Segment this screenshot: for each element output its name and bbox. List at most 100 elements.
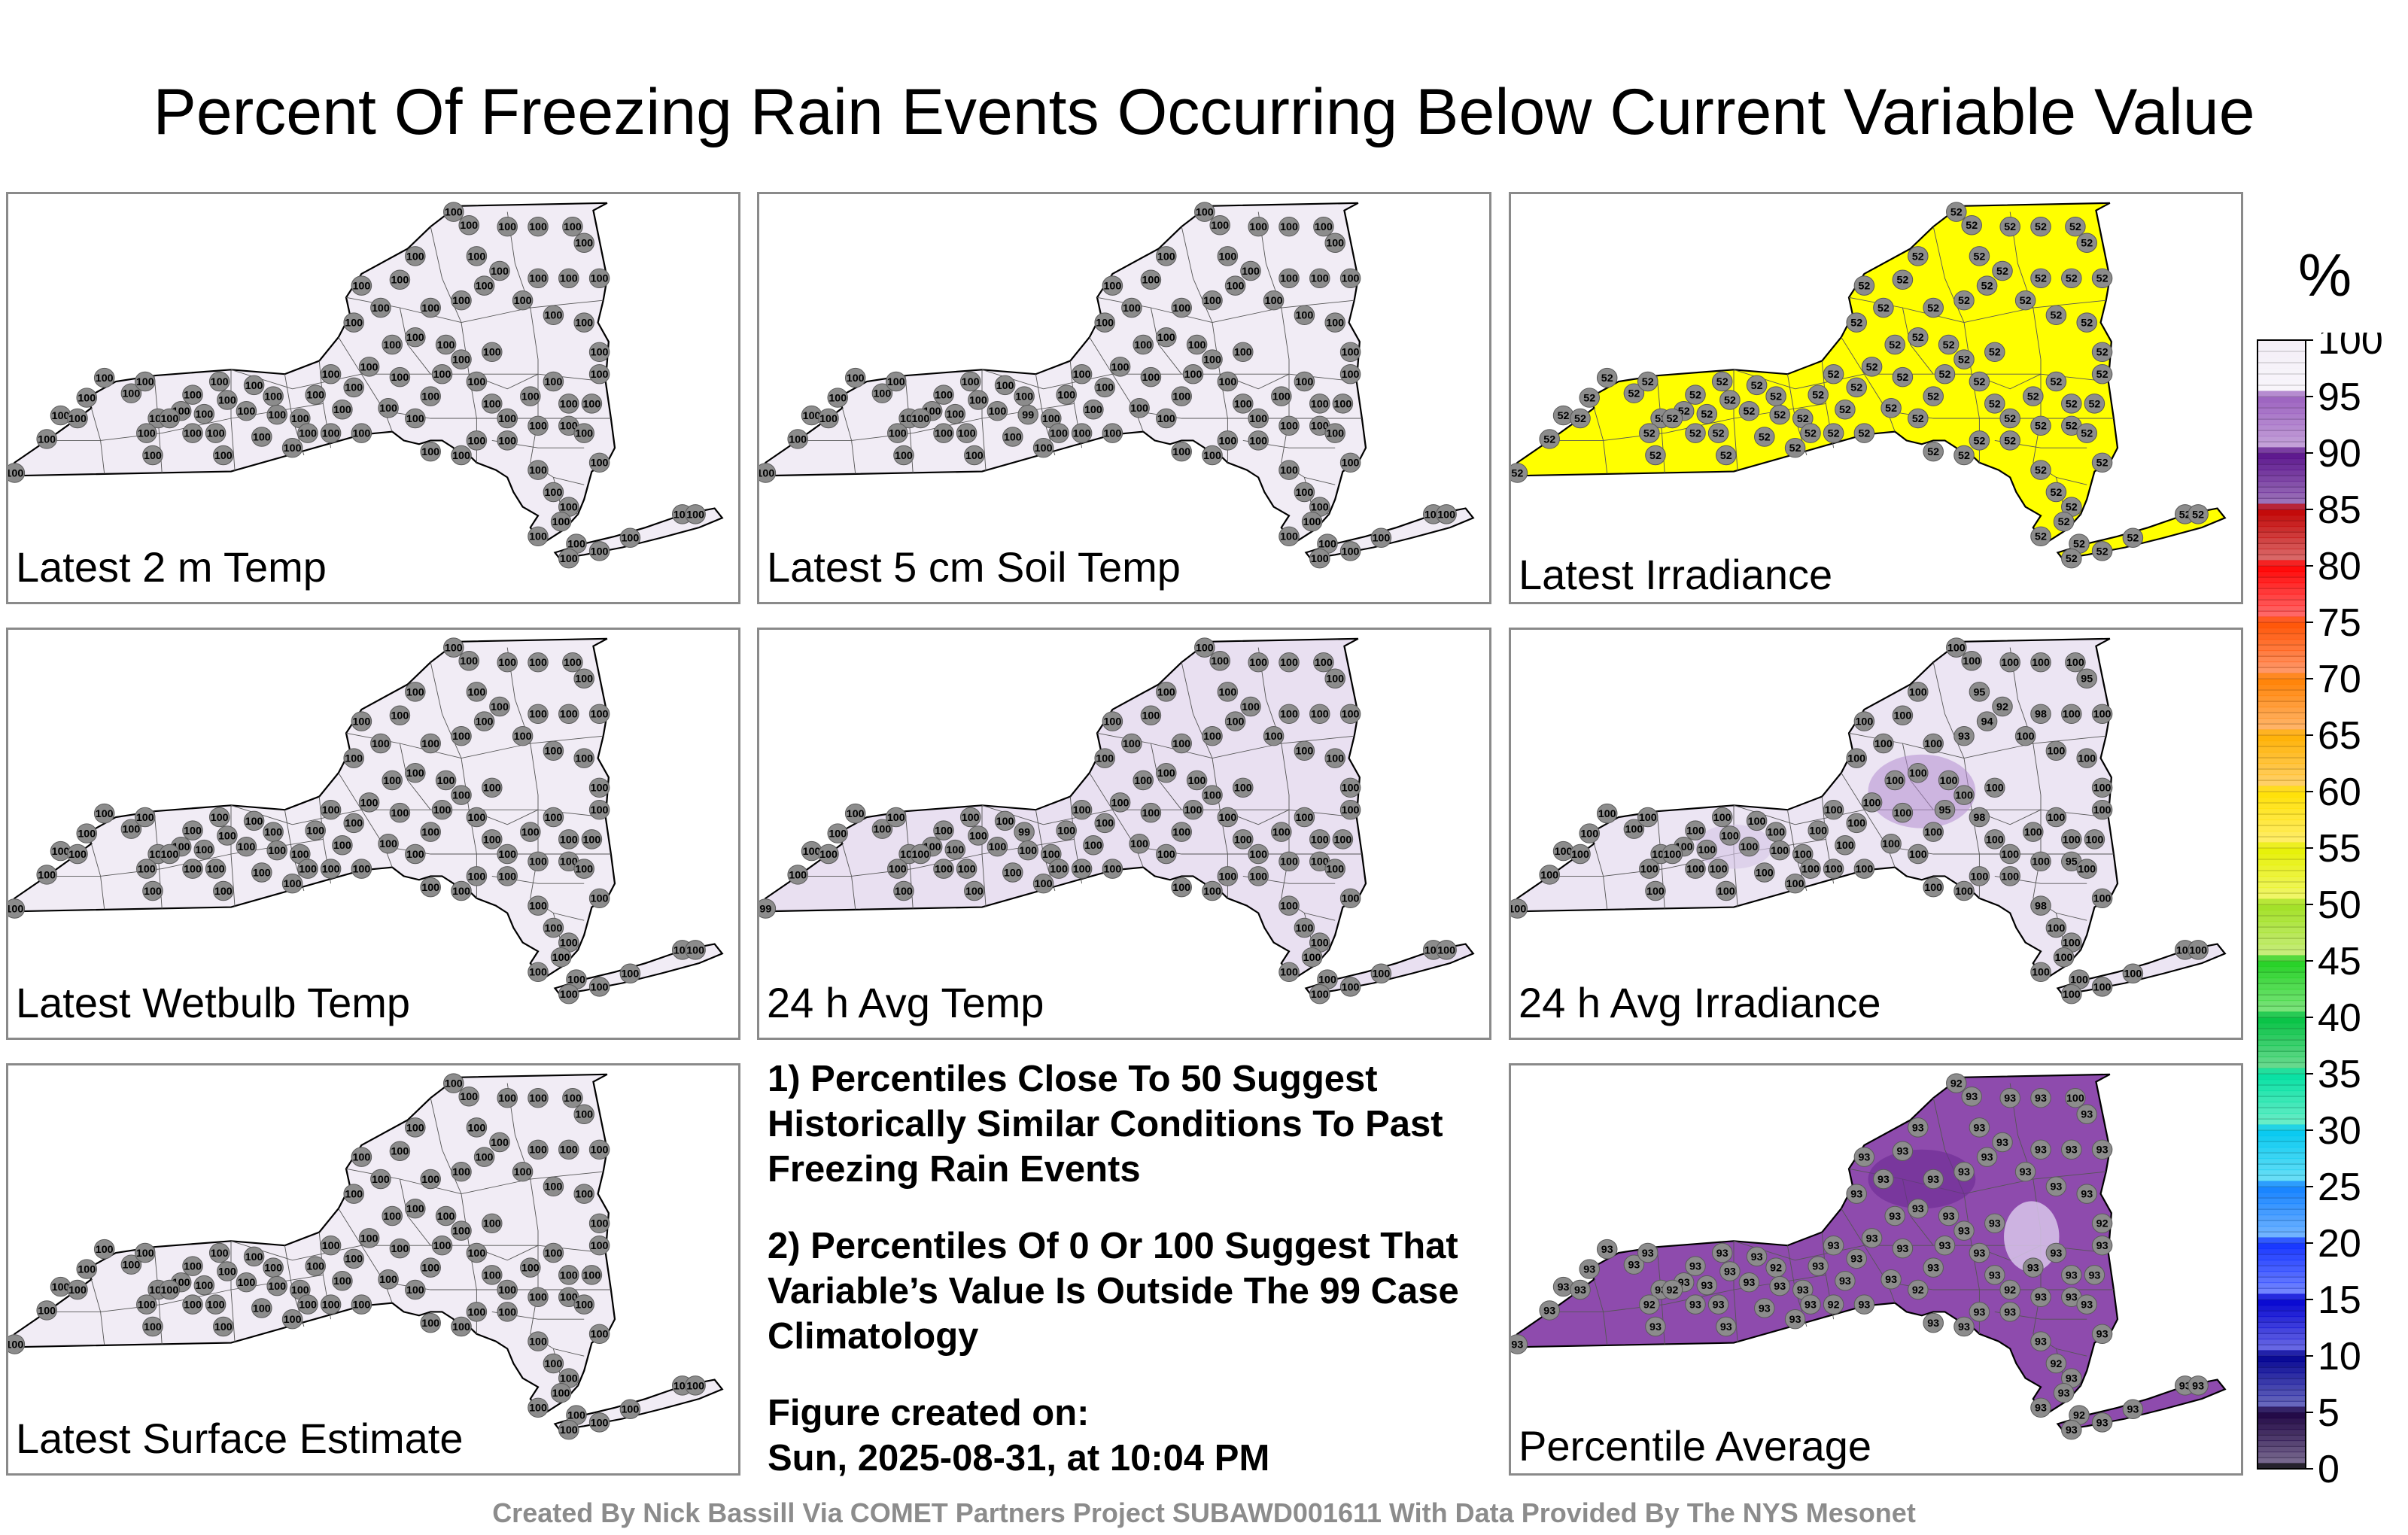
station-marker: 100	[2091, 799, 2113, 820]
station-value: 100	[1342, 368, 1360, 380]
station-value: 100	[1863, 797, 1881, 809]
station-value: 100	[184, 1299, 202, 1311]
colorbar-segment	[2258, 430, 2306, 437]
colorbar-segment	[2258, 1124, 2306, 1131]
station-value: 100	[2093, 892, 2112, 904]
station-value: 100	[847, 372, 865, 384]
station-marker: 100	[320, 1294, 342, 1315]
station-marker: 100	[473, 1147, 495, 1167]
colorbar-segment	[2258, 673, 2306, 679]
station-value: 100	[529, 966, 547, 978]
station-value: 100	[1227, 716, 1245, 728]
colorbar-segment	[2258, 1068, 2306, 1074]
panel-label: Latest Surface Estimate	[16, 1415, 464, 1462]
colorbar-segment	[2258, 853, 2306, 860]
station-value: 100	[591, 1417, 609, 1429]
station-value: 100	[406, 251, 424, 263]
station-value: 100	[1280, 708, 1298, 720]
colorbar-segment	[2258, 1260, 2306, 1266]
colorbar-segment	[2258, 1006, 2306, 1013]
station-value: 100	[291, 848, 309, 860]
station-marker: 100	[451, 725, 472, 746]
station-marker: 100	[1309, 497, 1330, 517]
station-marker: 100	[1294, 305, 1315, 326]
station-value: 52	[2096, 457, 2109, 469]
station-value: 52	[2127, 532, 2139, 544]
station-value: 93	[1858, 1151, 1870, 1163]
station-value: 52	[1713, 427, 1725, 439]
station-marker: 52	[1846, 377, 1867, 398]
station-value: 100	[245, 815, 263, 827]
station-marker: 100	[382, 1205, 403, 1226]
colorbar-segment	[2258, 1029, 2306, 1035]
station-value: 52	[1950, 206, 1963, 218]
station-marker: 100	[466, 1117, 488, 1138]
station-value: 100	[1196, 642, 1214, 654]
station-value: 100	[789, 869, 807, 881]
station-value: 100	[1311, 856, 1329, 868]
county-boundary	[399, 743, 431, 810]
station-value: 100	[1004, 867, 1022, 879]
station-value: 100	[1315, 220, 1333, 233]
colorbar-segment	[2258, 859, 2306, 866]
station-marker: 52	[1637, 371, 1659, 392]
station-value: 100	[1172, 881, 1190, 893]
station-marker: 52	[2091, 452, 2113, 473]
station-marker: 100	[443, 1073, 464, 1093]
colorbar-segment	[2258, 571, 2306, 578]
station-value: 95	[2081, 673, 2093, 685]
station-marker: 100	[944, 839, 966, 860]
colorbar-tick-label: 50	[2318, 883, 2361, 927]
station-marker: 100	[1102, 275, 1123, 296]
station-value: 100	[345, 1188, 363, 1200]
station-value: 100	[1924, 826, 1942, 838]
colorbar-segment	[2258, 814, 2306, 821]
station-value: 100	[352, 1151, 370, 1163]
station-value: 100	[1342, 804, 1360, 816]
station-value: 93	[2050, 1181, 2062, 1193]
station-marker: 100	[1808, 820, 1829, 840]
station-value: 93	[1966, 1090, 1978, 1102]
station-value: 100	[1311, 708, 1329, 720]
colorbar-segment	[2258, 1214, 2306, 1221]
station-value: 100	[1234, 398, 1252, 410]
colorbar-tick-label: 0	[2318, 1448, 2340, 1491]
station-marker: 100	[205, 859, 227, 879]
station-value: 52	[1850, 317, 1862, 329]
station-marker: 100	[320, 799, 342, 820]
station-value: 100	[214, 449, 233, 461]
station-value: 52	[1973, 251, 1985, 263]
station-marker: 100	[389, 269, 411, 290]
station-value: 100	[591, 1217, 609, 1230]
station-marker: 100	[1102, 859, 1123, 879]
colorbar-segment	[2258, 679, 2306, 685]
station-marker: 100	[933, 423, 954, 443]
station-value: 100	[476, 1151, 494, 1163]
station-marker: 100	[482, 829, 503, 850]
station-value: 100	[2047, 745, 2065, 757]
station-value: 100	[1096, 752, 1114, 764]
station-marker: 52	[1976, 275, 1998, 296]
station-value: 100	[1272, 826, 1291, 838]
station-value: 92	[1666, 1284, 1678, 1296]
station-value: 100	[360, 797, 379, 809]
station-value: 93	[1751, 1251, 1763, 1263]
station-marker: 100	[528, 704, 549, 725]
colorbar-segment	[2258, 1271, 2306, 1278]
station-marker: 100	[818, 408, 839, 429]
station-marker: 100	[1309, 394, 1330, 414]
county-boundary	[1181, 662, 1228, 898]
county-boundary	[1841, 336, 1896, 432]
colorbar-segment	[2258, 566, 2306, 573]
station-marker: 100	[497, 1279, 518, 1300]
station-value: 100	[406, 767, 424, 779]
station-value: 100	[268, 844, 286, 856]
station-value: 93	[2035, 1291, 2047, 1303]
station-value: 100	[2032, 856, 2050, 868]
station-value: 100	[253, 867, 271, 879]
station-marker: 100	[1263, 290, 1285, 311]
station-value: 100	[322, 427, 340, 439]
station-value: 100	[2124, 968, 2142, 980]
station-value: 100	[889, 863, 907, 875]
